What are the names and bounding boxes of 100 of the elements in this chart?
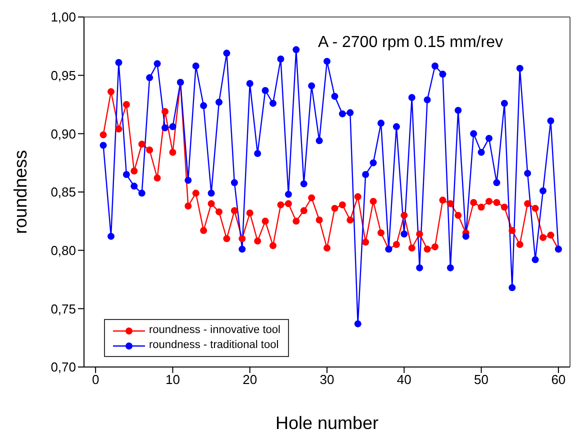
y-tick-label: 0,85	[50, 184, 76, 200]
point	[532, 256, 539, 264]
point	[416, 264, 424, 272]
point	[292, 46, 300, 54]
point	[277, 201, 284, 208]
point	[547, 232, 554, 239]
point	[146, 146, 154, 154]
legend-label: roundness - innovative tool	[149, 323, 280, 338]
point	[246, 80, 254, 87]
point	[223, 235, 230, 242]
point	[400, 212, 408, 219]
point	[370, 198, 377, 205]
point	[547, 117, 554, 124]
y-tick-label: 0,80	[50, 242, 76, 258]
point	[108, 232, 114, 240]
y-tick-label: 0,70	[50, 360, 76, 375]
point	[500, 100, 508, 107]
point	[516, 64, 524, 72]
annotation: A - 2700 rpm 0.15 mm/rev	[318, 34, 503, 52]
point	[500, 204, 508, 211]
point	[470, 199, 478, 206]
point	[208, 190, 215, 197]
point	[486, 198, 492, 205]
point	[300, 207, 308, 214]
point	[408, 94, 416, 101]
point	[540, 234, 546, 241]
point	[122, 101, 130, 108]
point	[122, 171, 130, 178]
point	[446, 264, 454, 272]
point	[138, 190, 146, 197]
point	[338, 110, 346, 118]
point	[462, 232, 470, 240]
point	[532, 204, 539, 212]
point	[292, 218, 300, 225]
point	[270, 100, 276, 107]
point	[446, 200, 454, 208]
point	[100, 131, 107, 138]
point	[354, 320, 362, 328]
point	[370, 159, 377, 166]
point	[346, 109, 354, 116]
point	[508, 227, 516, 234]
point	[362, 171, 370, 178]
point	[324, 244, 330, 252]
point	[154, 174, 161, 182]
point	[331, 92, 338, 100]
x-axis-title: Hole number	[275, 413, 379, 433]
point	[354, 193, 362, 200]
point	[486, 134, 492, 142]
point	[470, 130, 478, 138]
x-tick-label: 30	[320, 372, 334, 388]
point	[254, 238, 262, 244]
point	[408, 244, 416, 252]
point	[432, 62, 438, 70]
point	[378, 120, 384, 127]
point	[454, 106, 462, 114]
point	[324, 58, 330, 65]
point	[162, 108, 168, 115]
y-axis-title: roundness	[10, 150, 30, 234]
point	[524, 200, 532, 208]
y-tick-label: 0,90	[50, 126, 76, 142]
point	[508, 284, 516, 292]
point	[238, 246, 246, 253]
point	[162, 124, 168, 132]
point	[493, 179, 500, 186]
point	[169, 123, 176, 130]
point	[284, 200, 292, 208]
point	[192, 62, 200, 70]
point	[540, 187, 546, 194]
point	[100, 142, 107, 149]
point	[346, 216, 354, 224]
y-tick-label: 0,75	[50, 301, 76, 316]
point	[493, 199, 500, 206]
point	[478, 148, 485, 156]
point	[338, 201, 346, 208]
point	[184, 176, 192, 184]
x-tick-label: 20	[242, 372, 258, 388]
point	[130, 182, 138, 190]
point	[300, 180, 308, 188]
y-tick-label: 0,95	[50, 68, 76, 83]
point	[192, 190, 200, 197]
point	[392, 241, 400, 248]
point	[254, 150, 262, 157]
point	[284, 190, 292, 198]
point	[424, 96, 431, 104]
point	[362, 238, 370, 246]
x-tick-label: 40	[396, 372, 412, 388]
point	[208, 200, 215, 208]
point	[316, 137, 323, 144]
point	[130, 168, 138, 174]
x-tick-label: 50	[474, 372, 489, 388]
x-tick-label: 0	[92, 372, 100, 388]
point	[246, 210, 254, 216]
point	[316, 216, 323, 224]
point	[154, 60, 161, 68]
point	[238, 235, 246, 242]
point	[216, 208, 222, 216]
legend-label: roundness - traditional tool	[149, 338, 279, 353]
point	[108, 88, 114, 96]
point	[454, 212, 462, 219]
point	[392, 123, 400, 130]
